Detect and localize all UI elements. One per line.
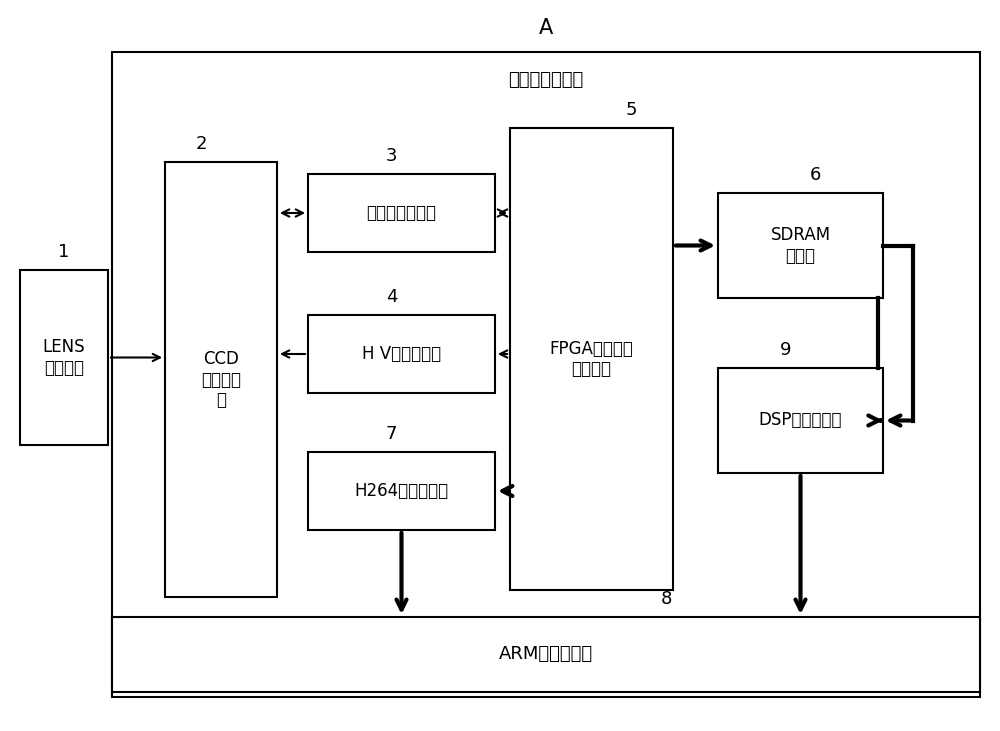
Bar (308, 452, 495, 530)
Bar (20, 270, 108, 445)
Text: 2: 2 (195, 135, 207, 153)
Text: DSP图像处理器: DSP图像处理器 (759, 412, 842, 430)
Text: 信号采集转换器: 信号采集转换器 (366, 204, 436, 222)
Text: 7: 7 (386, 425, 397, 443)
Bar (510, 128, 673, 590)
Text: CCD
图像传感
器: CCD 图像传感 器 (201, 349, 241, 409)
Text: 8: 8 (660, 590, 672, 608)
Text: ARM中心处理器: ARM中心处理器 (499, 645, 593, 664)
Text: A: A (539, 18, 553, 38)
Text: 3: 3 (386, 147, 397, 165)
Text: 6: 6 (810, 166, 821, 184)
Text: H264录像编码器: H264录像编码器 (354, 482, 449, 500)
Text: 9: 9 (780, 341, 791, 359)
Text: 智能网络摄像机: 智能网络摄像机 (508, 71, 584, 89)
Text: SDRAM
存储器: SDRAM 存储器 (770, 226, 831, 265)
Bar (718, 368, 883, 473)
Bar (308, 315, 495, 393)
Text: 1: 1 (58, 243, 70, 261)
Bar (112, 52, 980, 697)
Text: 4: 4 (386, 288, 397, 306)
Text: 5: 5 (626, 101, 637, 119)
Bar (112, 617, 980, 692)
Text: H V信号驱动器: H V信号驱动器 (362, 345, 441, 363)
Text: LENS
光学镜头: LENS 光学镜头 (43, 338, 85, 377)
Bar (165, 162, 277, 597)
Text: FPGA可编程逻
辑处理器: FPGA可编程逻 辑处理器 (550, 340, 633, 379)
Bar (308, 174, 495, 252)
Bar (718, 193, 883, 298)
